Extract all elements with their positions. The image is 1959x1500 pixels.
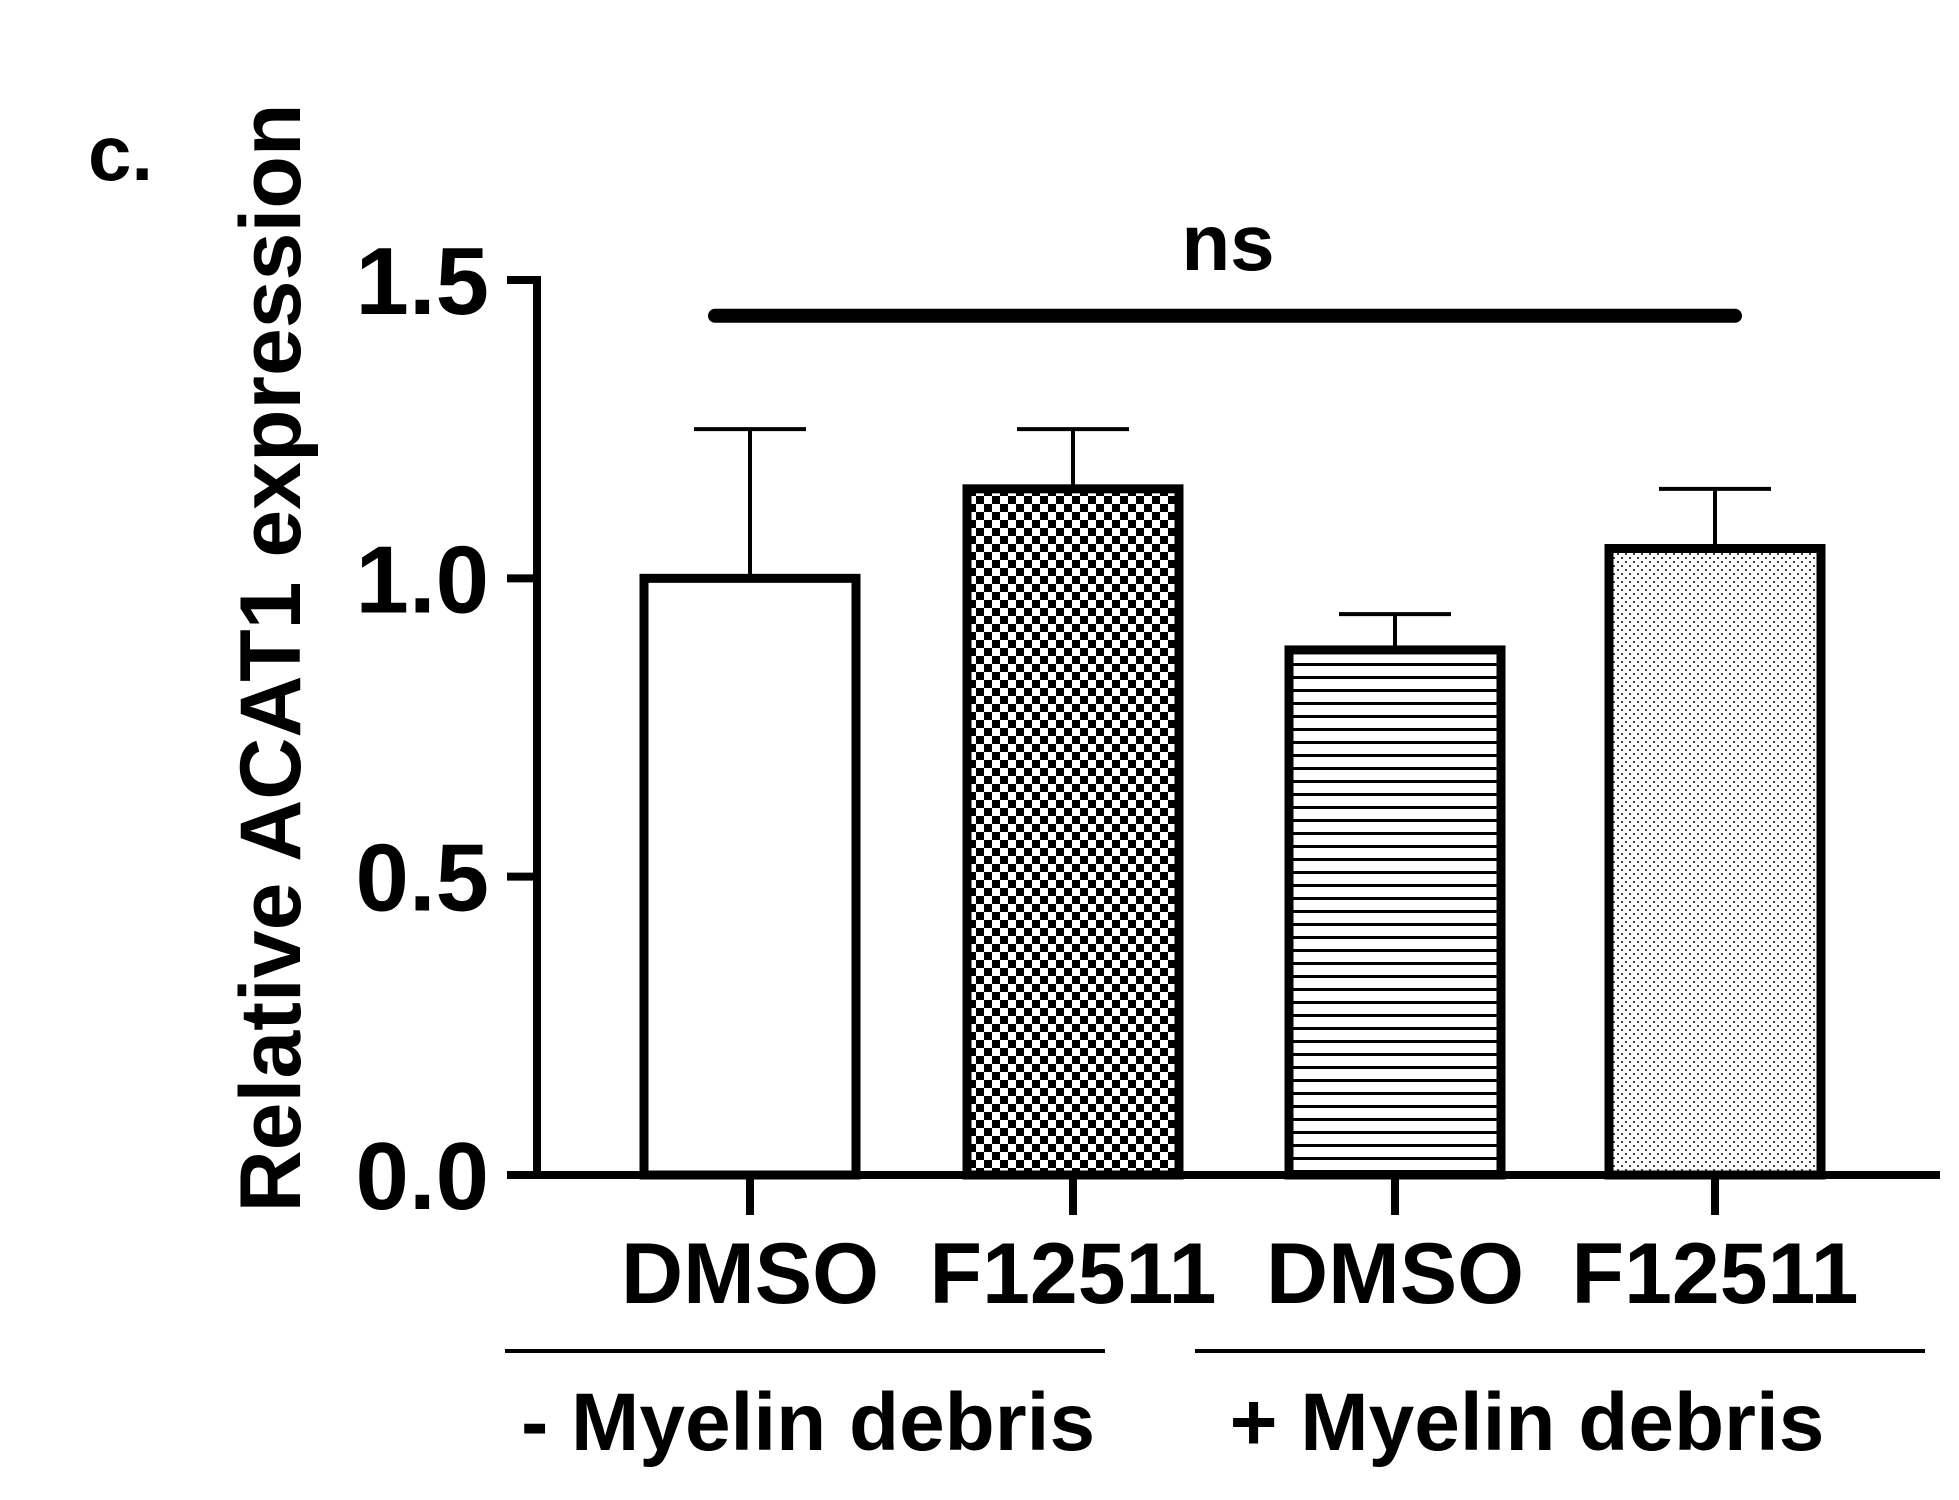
y-tick-label: 0.5 [356, 825, 489, 932]
bar [1284, 645, 1506, 1180]
x-tick-label: DMSO [1266, 1226, 1524, 1322]
group-label: - Myelin debris [521, 1377, 1095, 1468]
x-tick-label: F12511 [930, 1226, 1217, 1322]
x-tick-label: F12511 [1572, 1226, 1859, 1322]
y-tick-label: 1.5 [356, 228, 489, 335]
y-axis-label: Relative ACAT1 expression [223, 104, 319, 1213]
x-tick-label: DMSO [621, 1226, 879, 1322]
bar [1604, 544, 1826, 1180]
group-label: + Myelin debris [1230, 1377, 1825, 1468]
bar [962, 484, 1184, 1180]
y-tick-label: 1.0 [356, 526, 489, 633]
y-tick-label: 0.0 [356, 1123, 489, 1230]
annotations: ns - Myelin debris + Myelin debris [505, 198, 1925, 1468]
bars: DMSO F12511 DMSO F12511 [621, 427, 1859, 1322]
significance-label: ns [1181, 198, 1274, 287]
bar [639, 573, 861, 1180]
panel-label: c. [88, 109, 153, 197]
